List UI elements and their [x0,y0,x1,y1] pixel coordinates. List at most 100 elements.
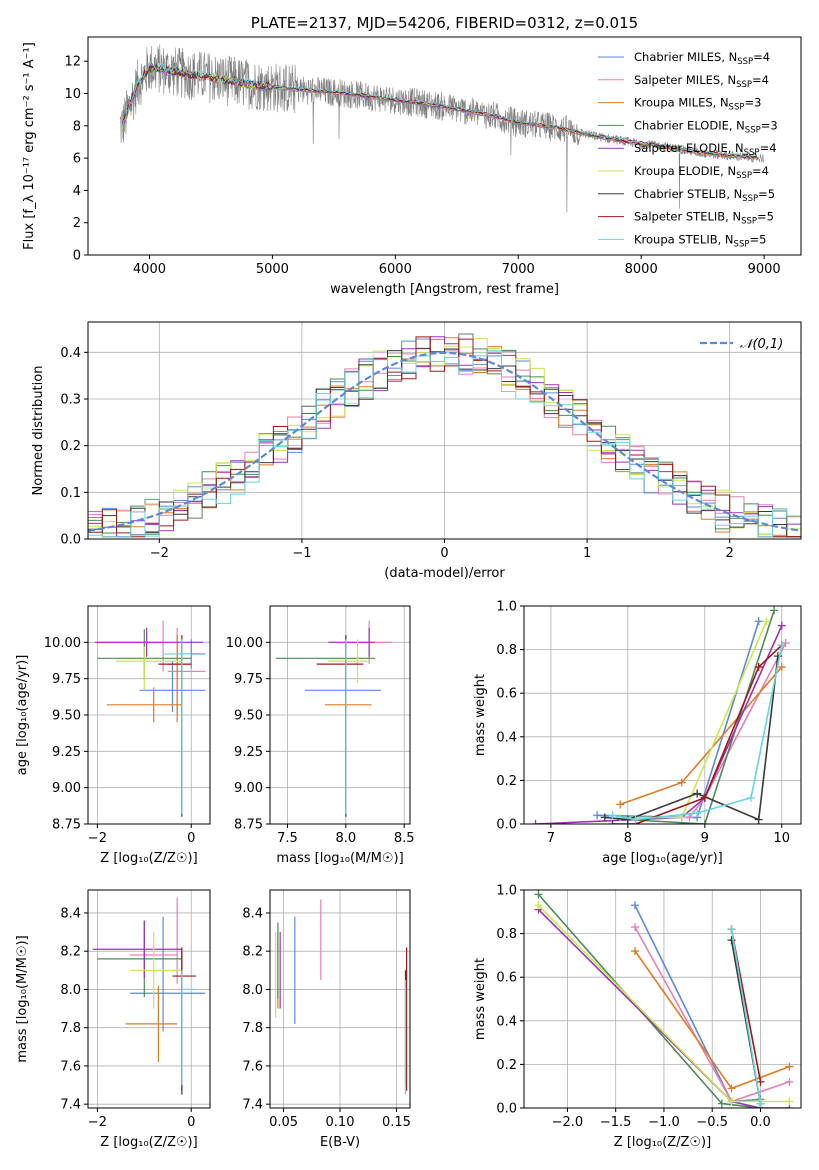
y-tick-label: 8 [73,119,81,134]
y-tick-label: 0.4 [496,730,517,745]
weight-marker [762,617,771,626]
legend-entry-6: Chabrier STELIB, NSSP=5 [634,187,775,204]
x-axis-label: age [log₁₀(age/yr)] [602,851,723,866]
axes-frame [523,889,802,1109]
weight-line-8 [730,929,762,1104]
weight-marker [623,815,632,824]
plot-area [88,322,801,539]
y-tick-label: 8.75 [234,818,263,833]
legend-entry-7: Salpeter STELIB, NSSP=5 [634,210,774,227]
legend: Chabrier MILES, NSSP=4 Salpeter MILES, NS… [598,50,778,249]
y-tick-label: 9.75 [52,672,81,687]
y-tick-label: 10 [64,87,81,102]
plot-area [88,890,210,1108]
axes-frame [87,321,802,540]
x-axis-label: Z [log₁₀(Z/Z☉)] [100,851,197,866]
weight-line-0 [634,904,761,1103]
y-tick-label: 8.75 [52,818,81,833]
y-tick-label: 7.6 [242,1059,263,1074]
weight-marker [754,663,763,672]
weight-marker [616,800,625,809]
weight-marker [785,1062,794,1071]
axes-frame [269,889,411,1109]
x-tick-label: 0.05 [269,1115,298,1130]
x-tick-label: 9000 [748,262,781,277]
x-tick-label: 0 [440,546,448,561]
x-axis-label: E(B-V) [320,1135,360,1150]
weight-line-3 [537,893,761,1108]
x-tick-label: 8000 [625,262,658,277]
y-tick-label: 0.4 [60,346,81,361]
y-tick-label: 0.0 [496,818,517,833]
weight-marker [746,793,755,802]
x-tick-label: 7.5 [277,831,298,846]
y-axis-label: mass weight [473,958,488,1040]
model-spectrum-8 [122,62,757,158]
weight-line-0 [597,621,760,819]
weight-marker [777,663,786,672]
x-tick-label: −1.0 [648,1115,680,1130]
weight-marker [754,815,763,824]
x-axis-label: Z [log₁₀(Z/Z☉)] [100,1135,197,1150]
x-tick-label: 4000 [133,262,166,277]
y-tick-label: 9.75 [234,672,263,687]
legend-entry-3: Chabrier ELODIE, NSSP=3 [634,118,778,135]
axes-frame [269,605,411,825]
x-tick-label: 6000 [379,262,412,277]
x-tick-label: 8.5 [394,831,415,846]
y-tick-label: 0.2 [60,439,81,454]
y-tick-label: 0.2 [496,1058,517,1073]
x-tick-label: 7000 [502,262,535,277]
x-tick-label: 0.0 [750,1115,771,1130]
y-tick-label: 1.0 [496,884,517,899]
y-tick-label: 9.00 [234,781,263,796]
y-tick-label: 9.50 [52,709,81,724]
x-tick-label: −0.5 [696,1115,728,1130]
x-tick-label: 0.10 [326,1115,355,1130]
y-tick-label: 10.00 [226,636,263,651]
x-tick-label: 1 [583,546,591,561]
legend-entry-5: Kroupa ELODIE, NSSP=4 [634,164,769,181]
x-tick-label: 7 [547,831,555,846]
x-axis-label: (data-model)/error [384,566,505,581]
y-tick-label: 8.2 [60,945,81,960]
y-tick-label: 7.4 [60,1098,81,1113]
y-tick-label: 9.50 [234,709,263,724]
x-axis-label: Z [log₁₀(Z/Z☉)] [614,1135,711,1150]
normal-curve [88,351,801,532]
y-tick-label: 9.25 [234,745,263,760]
weight-marker [534,901,543,910]
y-tick-label: 8.2 [242,945,263,960]
y-tick-label: 0.3 [60,393,81,408]
legend-entry-4: Salpeter ELODIE, NSSP=4 [634,141,777,158]
weight-line-2 [619,666,783,806]
y-axis-label: Normed distribution [31,366,46,496]
x-tick-label: 8.0 [335,831,356,846]
weight-marker [631,815,640,824]
y-tick-label: 0.4 [496,1014,517,1029]
weight-marker [727,1084,736,1093]
weight-line-5 [620,620,768,819]
weight-line-4 [535,625,783,824]
axes-frame [523,605,802,825]
weight-marker [600,813,609,822]
y-tick-label: 8.4 [60,906,81,921]
y-tick-label: 0.8 [496,643,517,658]
weight-marker [777,641,786,650]
y-tick-label: 0.2 [496,774,517,789]
y-tick-label: 7.4 [242,1098,263,1113]
weight-marker [717,1099,726,1108]
panel-mass_vs_Z: −2 0 7.4 7.6 7.8 8.0 8.2 8.4 Z [log₁₀(Z/Z☉)] mass… [15,889,211,1150]
weight-marker [531,820,540,824]
legend-entry-normal: 𝒩(0,1) [740,337,783,352]
x-tick-label: −1 [292,546,311,561]
legend-entry-2: Kroupa MILES, NSSP=3 [634,96,761,113]
x-tick-label: −2.0 [552,1115,584,1130]
x-tick-label: 10 [773,831,790,846]
y-axis-label: Flux [f_λ 10⁻¹⁷ erg cm⁻² s⁻¹ A⁻¹] [22,42,37,250]
plot-area [119,44,765,213]
x-tick-label: −2 [150,546,169,561]
y-tick-label: 12 [64,55,81,70]
panel-spectrum: 4000 5000 6000 7000 8000 9000 0 2 4 6 8 10 12 wavelen… [22,14,802,297]
y-tick-label: 0.1 [60,486,81,501]
